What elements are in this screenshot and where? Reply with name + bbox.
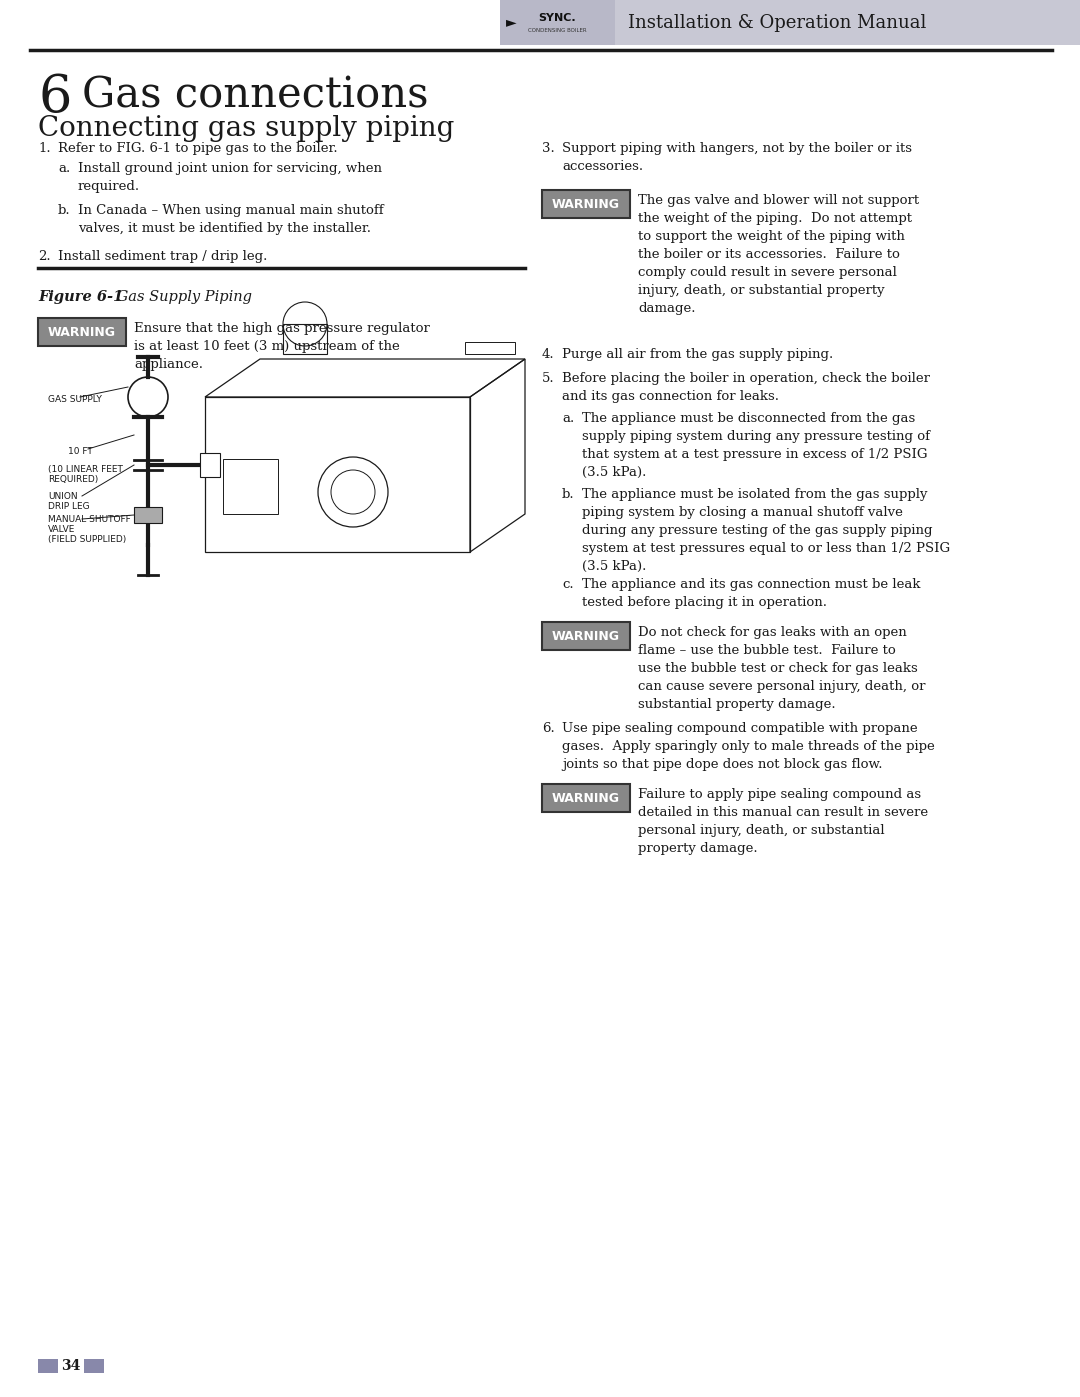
Text: UNION: UNION	[48, 492, 78, 502]
Text: 1.: 1.	[38, 142, 51, 155]
Text: WARNING: WARNING	[48, 326, 116, 338]
Text: 2.: 2.	[38, 250, 51, 263]
Text: Figure 6-1: Figure 6-1	[38, 291, 123, 305]
Bar	[134, 507, 162, 522]
Text: The appliance must be disconnected from the gas
supply piping system during any : The appliance must be disconnected from …	[582, 412, 930, 479]
Text: Gas connections: Gas connections	[82, 75, 429, 117]
Text: Installation & Operation Manual: Installation & Operation Manual	[627, 14, 927, 32]
Text: MANUAL SHUTOFF: MANUAL SHUTOFF	[48, 515, 131, 524]
Text: 4.: 4.	[542, 348, 555, 360]
Text: Ensure that the high gas pressure regulator
is at least 10 feet (3 m) upstream o: Ensure that the high gas pressure regula…	[134, 321, 430, 372]
Text: Install sediment trap / drip leg.: Install sediment trap / drip leg.	[58, 250, 268, 263]
Text: In Canada – When using manual main shutoff
valves, it must be identified by the : In Canada – When using manual main shuto…	[78, 204, 383, 235]
Text: (FIELD SUPPLIED): (FIELD SUPPLIED)	[48, 535, 126, 543]
Text: The gas valve and blower will not support
the weight of the piping.  Do not atte: The gas valve and blower will not suppor…	[638, 194, 919, 314]
Text: VALVE: VALVE	[48, 525, 76, 534]
Text: SYNC.: SYNC.	[538, 13, 576, 22]
Text: a.: a.	[562, 412, 575, 425]
Text: GAS SUPPLY: GAS SUPPLY	[48, 395, 102, 404]
Text: WARNING: WARNING	[552, 197, 620, 211]
Bar	[542, 784, 630, 812]
Text: Do not check for gas leaks with an open
flame – use the bubble test.  Failure to: Do not check for gas leaks with an open …	[638, 626, 926, 711]
Bar	[542, 190, 630, 218]
Text: (10 LINEAR FEET: (10 LINEAR FEET	[48, 465, 123, 474]
Bar	[465, 342, 515, 353]
Text: The appliance and its gas connection must be leak
tested before placing it in op: The appliance and its gas connection mus…	[582, 578, 920, 609]
Text: WARNING: WARNING	[552, 630, 620, 643]
Text: Connecting gas supply piping: Connecting gas supply piping	[38, 115, 455, 142]
Bar	[38, 1359, 58, 1373]
Text: b.: b.	[58, 204, 70, 217]
Text: DRIP LEG: DRIP LEG	[48, 502, 90, 511]
Text: WARNING: WARNING	[552, 792, 620, 805]
Text: 6.: 6.	[542, 722, 555, 735]
Text: 34: 34	[62, 1359, 81, 1373]
Text: Install ground joint union for servicing, when
required.: Install ground joint union for servicing…	[78, 162, 382, 193]
Text: 6: 6	[38, 73, 71, 123]
Text: REQUIRED): REQUIRED)	[48, 475, 98, 483]
Text: Purge all air from the gas supply piping.: Purge all air from the gas supply piping…	[562, 348, 834, 360]
Bar	[283, 324, 327, 353]
Text: Before placing the boiler in operation, check the boiler
and its gas connection : Before placing the boiler in operation, …	[562, 372, 930, 402]
Text: CONDENSING BOILER: CONDENSING BOILER	[528, 28, 586, 34]
Bar	[200, 453, 220, 476]
Bar	[222, 460, 278, 514]
Text: 10 FT: 10 FT	[68, 447, 93, 455]
Bar	[38, 319, 126, 346]
Text: The appliance must be isolated from the gas supply
piping system by closing a ma: The appliance must be isolated from the …	[582, 488, 950, 573]
Bar	[84, 1359, 104, 1373]
Bar	[500, 0, 615, 45]
Text: 3.: 3.	[542, 142, 555, 155]
Text: Support piping with hangers, not by the boiler or its
accessories.: Support piping with hangers, not by the …	[562, 142, 912, 173]
Text: b.: b.	[562, 488, 575, 502]
Text: Failure to apply pipe sealing compound as
detailed in this manual can result in : Failure to apply pipe sealing compound a…	[638, 788, 928, 855]
Text: a.: a.	[58, 162, 70, 175]
Bar	[542, 622, 630, 650]
Text: ►: ►	[507, 15, 516, 29]
Text: c.: c.	[562, 578, 573, 591]
Text: Use pipe sealing compound compatible with propane
gases.  Apply sparingly only t: Use pipe sealing compound compatible wit…	[562, 722, 935, 771]
Text: Gas Supply Piping: Gas Supply Piping	[112, 291, 252, 305]
Bar	[500, 0, 1080, 45]
Text: Refer to FIG. 6-1 to pipe gas to the boiler.: Refer to FIG. 6-1 to pipe gas to the boi…	[58, 142, 338, 155]
Text: 5.: 5.	[542, 372, 555, 386]
